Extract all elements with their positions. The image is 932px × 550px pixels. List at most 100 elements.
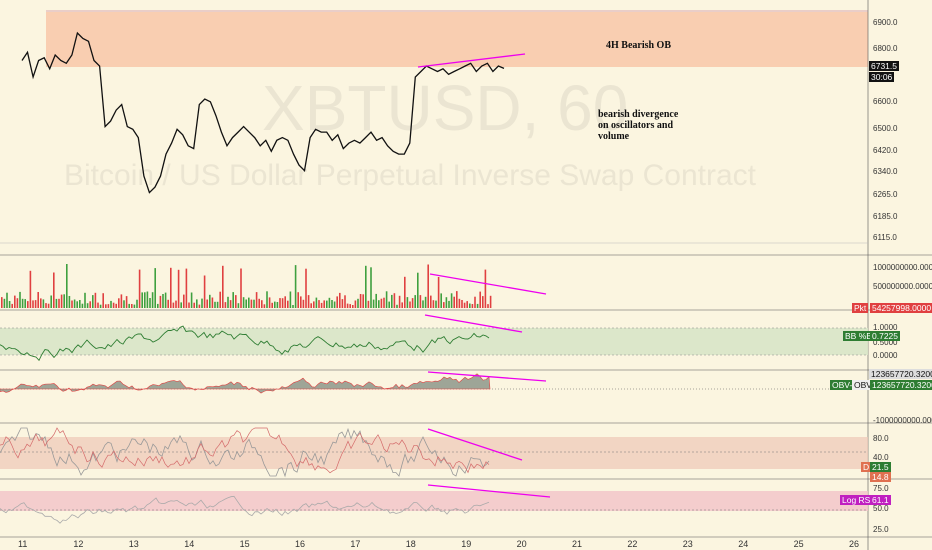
volume-bar — [396, 304, 398, 308]
divergence-line-bb — [424, 314, 523, 333]
volume-bar — [138, 269, 141, 308]
volume-bar — [58, 298, 60, 308]
volume-bar — [175, 300, 177, 308]
volume-bar — [105, 304, 107, 308]
rsi-axis-tick: 25.0 — [873, 525, 889, 534]
divergence-note-line-3: volume — [598, 131, 630, 142]
volume-bar — [245, 299, 247, 308]
price-tick: 6800.0 — [873, 44, 898, 53]
volume-bar — [349, 304, 351, 308]
volume-bar — [372, 299, 375, 308]
volume-bar — [157, 303, 159, 308]
volume-bar — [404, 276, 406, 308]
volume-bar — [297, 292, 299, 308]
volume-bar — [229, 300, 232, 308]
obv-label2-tag: OBV — [852, 380, 874, 390]
rsi-axis-tick: 75.0 — [873, 484, 889, 493]
volume-bar — [99, 304, 102, 308]
volume-bar — [430, 295, 432, 308]
price-tick: 6115.0 — [873, 233, 897, 242]
volume-bar — [419, 295, 422, 308]
volume-bar — [81, 303, 84, 308]
volume-bar — [177, 269, 180, 308]
volume-bar — [437, 277, 440, 308]
volume-bar — [339, 292, 341, 308]
bb-percent-line — [0, 325, 490, 362]
time-tick-label: 22 — [627, 539, 637, 549]
volume-bar — [216, 301, 219, 308]
volume-bar — [3, 298, 6, 308]
volume-bar — [365, 265, 367, 308]
volume-bar — [50, 295, 52, 308]
volume-bar — [450, 293, 453, 308]
volume-bar — [417, 272, 419, 308]
volume-bar — [305, 268, 307, 308]
time-tick-label: 23 — [683, 539, 693, 549]
volume-bar — [253, 299, 255, 308]
volume-bar — [227, 296, 229, 308]
countdown-tag: 30:06 — [869, 72, 895, 82]
volume-bar — [255, 292, 258, 308]
volume-bar — [19, 291, 21, 308]
volume-bar — [214, 301, 216, 308]
volume-bar — [476, 303, 479, 308]
time-tick-label: 17 — [350, 539, 360, 549]
time-tick-label: 12 — [73, 539, 83, 549]
volume-bar — [224, 302, 227, 308]
volume-bar — [193, 302, 195, 308]
ob-zone-label: 4H Bearish OB — [606, 40, 672, 51]
volume-bar — [164, 292, 167, 308]
volume-bar — [380, 298, 383, 308]
volume-bar — [11, 303, 13, 308]
ob-zone[interactable] — [46, 12, 868, 67]
volume-bar — [292, 305, 294, 308]
rsi-value-tag: 61.1 — [870, 495, 891, 505]
volume-bar — [29, 270, 32, 308]
volume-bar — [375, 293, 377, 308]
volume-bar — [110, 300, 112, 308]
volume-bar — [367, 300, 370, 308]
bb-label-tag: BB %B — [843, 331, 874, 341]
volume-bar — [97, 302, 99, 308]
time-tick-label: 24 — [738, 539, 748, 549]
volume-bar — [487, 304, 489, 308]
volume-bar — [289, 291, 292, 308]
price-line — [21, 31, 505, 194]
price-axis-area — [868, 0, 932, 550]
volume-bar — [359, 294, 362, 308]
volume-bar — [346, 303, 349, 308]
volume-bar — [453, 296, 455, 308]
volume-bar — [159, 295, 162, 308]
divergence-lines[interactable] — [417, 53, 551, 498]
volume-bar — [411, 298, 414, 308]
price-tick: 6420.0 — [873, 146, 898, 155]
price-tick: 6500.0 — [873, 124, 898, 133]
volume-bar — [24, 299, 26, 308]
volume-bar — [123, 300, 125, 308]
volume-bar — [276, 302, 279, 308]
obv-axis-tick: -1000000000.0000 — [873, 416, 932, 425]
volume-bar — [201, 298, 203, 308]
volume-bar — [47, 303, 50, 308]
volume-bar — [274, 301, 276, 308]
volume-bar — [266, 291, 268, 308]
volume-bar — [66, 264, 68, 308]
volume-bar — [188, 302, 190, 308]
volume-bar — [185, 268, 188, 308]
volume-bar — [42, 299, 45, 308]
volume-bar — [240, 268, 242, 308]
volume-bar — [326, 300, 328, 308]
rsi-axis-tick: 50.0 — [873, 504, 889, 513]
volume-bar — [133, 304, 136, 308]
divergence-note-line-1: bearish divergence — [598, 109, 679, 120]
time-tick-label: 20 — [517, 539, 527, 549]
volume-bar — [271, 302, 273, 308]
volume-value-tag: 54257998.0000 — [870, 303, 932, 313]
volume-bar — [232, 292, 234, 308]
time-tick-label: 11 — [18, 539, 27, 549]
volume-bar — [190, 292, 193, 308]
volume-bar — [71, 300, 73, 308]
volume-axis-tick: 1000000000.0000 — [873, 263, 932, 272]
volume-bar — [463, 302, 466, 308]
